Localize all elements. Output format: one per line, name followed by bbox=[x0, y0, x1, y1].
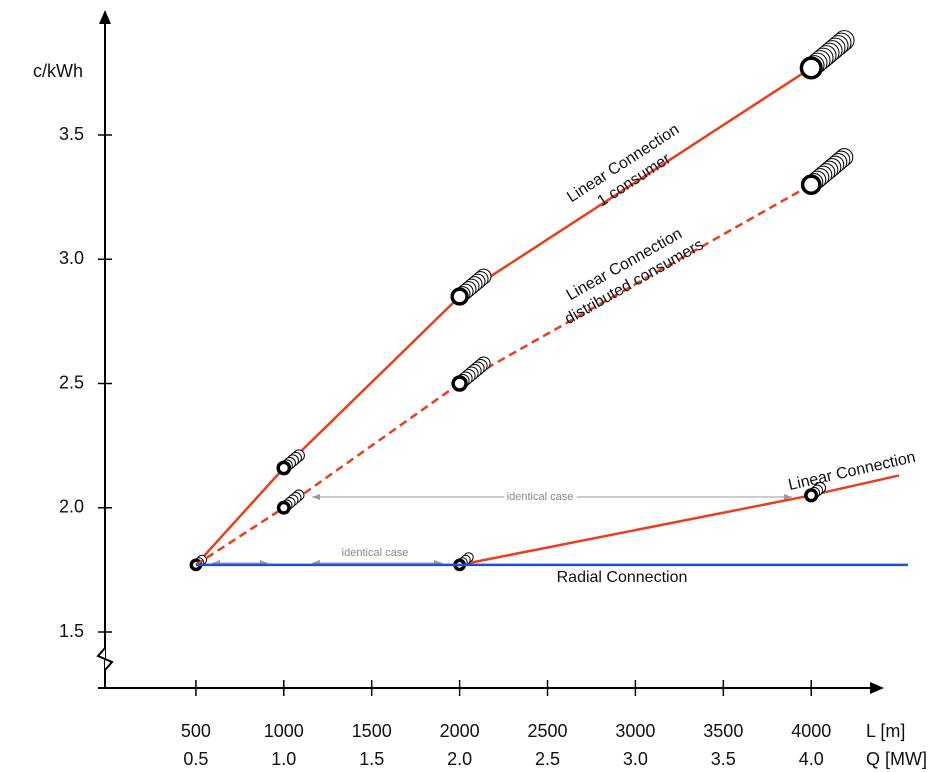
x2-tick-label: 1.0 bbox=[271, 749, 296, 769]
y-tick-label: 3.5 bbox=[59, 124, 84, 144]
x2-tick-label: 3.0 bbox=[623, 749, 648, 769]
x-tick-label: 1000 bbox=[264, 721, 304, 741]
x-tick-label: 2000 bbox=[440, 721, 480, 741]
x2-tick-label: 2.0 bbox=[447, 749, 472, 769]
x2-tick-label: 1.5 bbox=[359, 749, 384, 769]
pipe bbox=[452, 289, 467, 304]
x2-tick-label: 3.5 bbox=[711, 749, 736, 769]
pipe bbox=[803, 176, 820, 193]
x2-tick-label: 4.0 bbox=[799, 749, 824, 769]
x-tick-label: 3500 bbox=[703, 721, 743, 741]
annotation: identical case bbox=[507, 491, 574, 503]
x-tick-label: 3000 bbox=[615, 721, 655, 741]
x-tick-label: 1500 bbox=[352, 721, 392, 741]
x-tick-label: 2500 bbox=[527, 721, 567, 741]
x-tick-label: 4000 bbox=[791, 721, 831, 741]
series-line bbox=[196, 68, 811, 565]
arrow-head bbox=[312, 494, 320, 500]
x-tick-label: 500 bbox=[181, 721, 211, 741]
x2-axis-label: Q [MW] bbox=[866, 749, 927, 769]
pipe bbox=[278, 462, 289, 473]
pipe bbox=[453, 377, 466, 390]
series-line bbox=[460, 475, 900, 564]
pipe bbox=[806, 490, 817, 501]
series-label-line: Radial Connection bbox=[557, 569, 688, 586]
x2-tick-label: 2.5 bbox=[535, 749, 560, 769]
series-label: Radial Connection bbox=[557, 569, 688, 586]
y-tick-label: 1.5 bbox=[59, 621, 84, 641]
chart: c/kWh L [m] Q [MW] 1.5 2.0 2.5 3.0 3.5 500 100… bbox=[0, 0, 945, 772]
pipe bbox=[801, 58, 821, 78]
annotation: identical case bbox=[342, 547, 409, 559]
y-tick-label: 2.5 bbox=[59, 372, 84, 392]
axis-break bbox=[98, 648, 112, 670]
x2-tick-label: 0.5 bbox=[183, 749, 208, 769]
y-axis-label: c/kWh bbox=[33, 61, 83, 81]
pipe bbox=[279, 503, 289, 513]
y-tick-label: 3.0 bbox=[59, 248, 84, 268]
x-axis-label: L [m] bbox=[866, 721, 905, 741]
x-axis-arrow bbox=[870, 682, 884, 694]
y-axis-arrow bbox=[99, 10, 111, 24]
y-tick-label: 2.0 bbox=[59, 497, 84, 517]
